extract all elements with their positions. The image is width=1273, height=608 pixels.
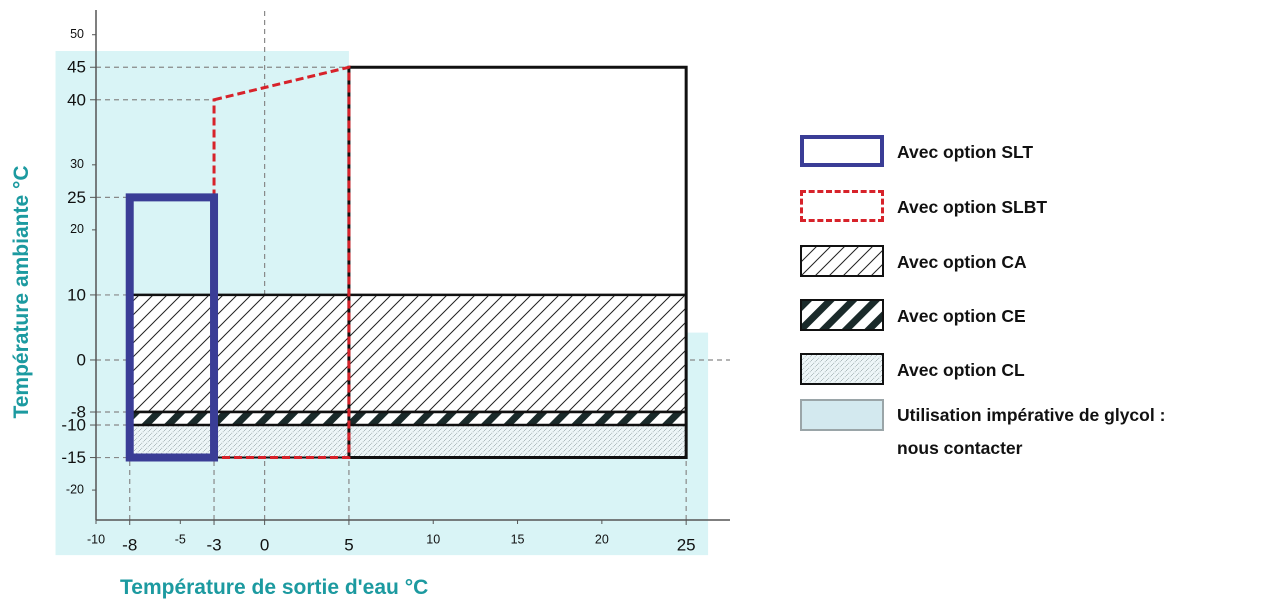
legend-item: Avec option SLBT [800, 190, 1167, 224]
legend-item: Avec option CA [800, 245, 1167, 279]
y-tick-label: 30 [70, 157, 84, 171]
legend-label: Avec option SLBT [897, 197, 1048, 217]
legend-label: Avec option CA [897, 252, 1027, 272]
y-tick-label: 0 [77, 350, 86, 369]
y-tick-label: -10 [61, 416, 86, 435]
legend-swatch [800, 399, 884, 431]
x-tick-label: 20 [595, 532, 609, 546]
region [125, 193, 219, 462]
legend-label: Utilisation impérative de glycol : nous … [897, 405, 1166, 458]
legend-label: Avec option CL [897, 360, 1025, 380]
x-tick-label: 5 [344, 535, 353, 554]
y-tick-label: -15 [61, 448, 86, 467]
x-tick-label: -5 [175, 532, 186, 546]
legend-swatch [800, 245, 884, 277]
x-tick-label: -3 [206, 535, 221, 554]
y-tick-label: 40 [67, 90, 86, 109]
legend-swatch [800, 353, 884, 385]
swatch-pattern [802, 355, 882, 383]
legend-label: Avec option SLT [897, 142, 1034, 162]
legend-swatch [800, 190, 884, 222]
x-axis-title: Température de sortie d'eau °C [120, 576, 429, 599]
y-tick-label: 10 [67, 285, 86, 304]
x-tick-label: -10 [87, 532, 105, 546]
x-tick-label: 25 [677, 535, 696, 554]
x-tick-label: 15 [511, 532, 525, 546]
legend-swatch [800, 299, 884, 331]
y-tick-label: 45 [67, 58, 86, 77]
legend-item: Avec option SLT [800, 135, 1167, 169]
x-tick-label: 0 [260, 535, 269, 554]
y-tick-label: 25 [67, 188, 86, 207]
swatch-pattern [802, 247, 882, 275]
y-tick-label: 50 [70, 27, 84, 41]
x-tick-label: 10 [426, 532, 440, 546]
y-tick-label: 20 [70, 222, 84, 236]
y-axis-title: Température ambiante °C [10, 165, 33, 419]
legend-label: Avec option CE [897, 306, 1026, 326]
legend-item: Utilisation impérative de glycol : nous … [800, 399, 1167, 465]
y-tick-label: -8 [71, 402, 86, 421]
legend-item: Avec option CL [800, 353, 1167, 387]
x-tick-label: -8 [122, 535, 137, 554]
swatch-pattern [802, 301, 882, 329]
y-tick-label: -20 [66, 482, 84, 496]
legend-swatch [800, 135, 884, 167]
legend-item: Avec option CE [800, 299, 1167, 333]
